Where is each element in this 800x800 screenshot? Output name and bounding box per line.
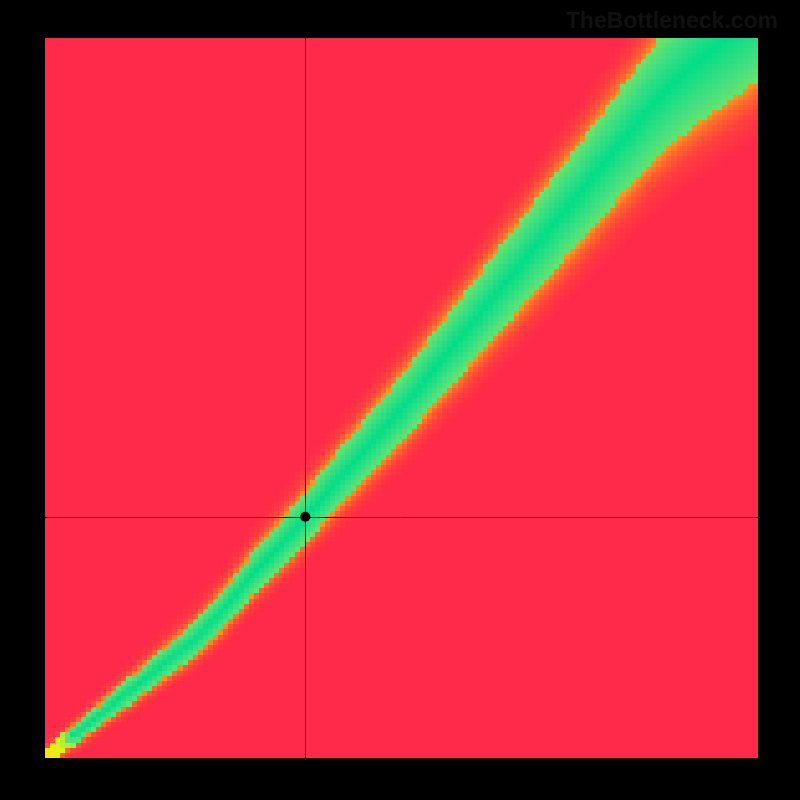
watermark-text: TheBottleneck.com — [566, 7, 778, 34]
heatmap-canvas — [45, 38, 758, 758]
heatmap-plot — [45, 38, 758, 758]
root-container: TheBottleneck.com — [0, 0, 800, 800]
